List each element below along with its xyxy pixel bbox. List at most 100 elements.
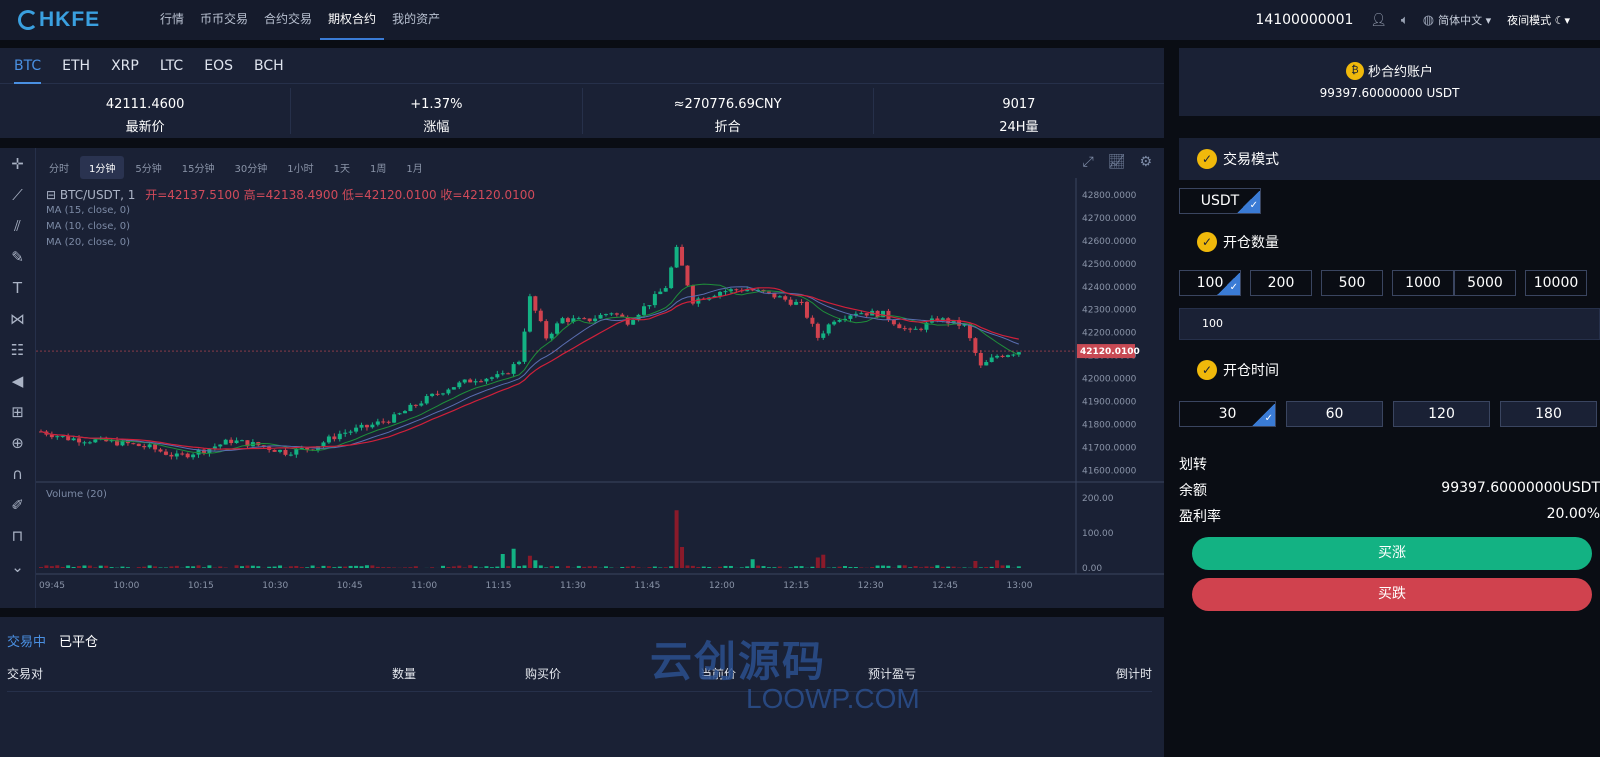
- text-icon[interactable]: T: [12, 278, 23, 297]
- time-option[interactable]: 120: [1393, 401, 1490, 427]
- candle-body: [652, 294, 657, 306]
- candle-body: [962, 324, 967, 326]
- user-phone[interactable]: 14100000001: [1255, 12, 1354, 28]
- volume-bar: [1000, 565, 1005, 568]
- interval-tab[interactable]: 分时: [49, 164, 69, 175]
- nav-spot[interactable]: 币币交易: [200, 12, 249, 26]
- candle-body: [582, 318, 587, 320]
- transfer-row[interactable]: 划转: [1179, 454, 1600, 474]
- candle-body: [522, 331, 527, 362]
- time-label: 开仓时间: [1223, 363, 1279, 379]
- speaker-icon[interactable]: 🔈︎: [1400, 12, 1409, 28]
- volume-bar: [484, 566, 489, 568]
- coin-tab-eos[interactable]: EOS: [204, 57, 233, 74]
- user-icon[interactable]: 👤︎: [1370, 12, 1387, 28]
- time-option[interactable]: 30: [1179, 401, 1276, 427]
- volume-bar: [278, 565, 283, 568]
- qty-option[interactable]: 100: [1179, 270, 1241, 296]
- interval-tab[interactable]: 15分钟: [181, 164, 215, 175]
- buy-down-button[interactable]: 买跌: [1192, 578, 1592, 611]
- candle-body: [60, 435, 65, 437]
- qty-option[interactable]: 10000: [1525, 270, 1587, 296]
- qty-option[interactable]: 5000: [1454, 270, 1516, 296]
- crosshair-icon[interactable]: ✛: [11, 154, 24, 173]
- candle-body: [631, 320, 636, 325]
- candle-body: [158, 449, 163, 452]
- check-icon: ✓: [1197, 360, 1217, 380]
- stat-value: ≈270776.69CNY: [673, 97, 782, 112]
- currency-usdt[interactable]: USDT: [1179, 188, 1261, 214]
- candle-body: [625, 317, 630, 325]
- zoom-in-icon[interactable]: ⊕: [11, 433, 24, 452]
- nav-market[interactable]: 行情: [160, 12, 185, 26]
- nav-assets[interactable]: 我的资产: [392, 12, 441, 26]
- interval-tab[interactable]: 1周: [369, 164, 387, 175]
- interval-tab[interactable]: 1天: [333, 164, 350, 175]
- coin-tab-btc[interactable]: BTC: [14, 48, 42, 84]
- volume-bar: [234, 565, 239, 568]
- night-mode-toggle[interactable]: 夜间模式 ☾▾: [1507, 12, 1570, 28]
- coin-tab-xrp[interactable]: XRP: [111, 57, 139, 74]
- pattern-icon[interactable]: ⋈: [10, 309, 25, 328]
- price-chart[interactable]: 42800.0000 42700.0000 42600.0000 42500.0000…: [36, 148, 1164, 608]
- coin-tab-bch[interactable]: BCH: [253, 57, 284, 74]
- language-select[interactable]: 简体中文 ▾: [1438, 14, 1492, 27]
- back-arrow-icon[interactable]: ◀: [11, 371, 24, 390]
- qty-option[interactable]: 1000: [1392, 270, 1454, 296]
- candle-body: [549, 333, 554, 339]
- volume-bar: [104, 565, 109, 568]
- pencil-lock-icon[interactable]: ✐: [11, 495, 24, 514]
- candle-body: [680, 246, 685, 266]
- candle-body: [674, 246, 679, 268]
- lock-icon[interactable]: ⊓: [11, 526, 24, 545]
- ruler-icon[interactable]: ☷: [10, 340, 25, 359]
- qty-option[interactable]: 200: [1250, 270, 1312, 296]
- qty-input[interactable]: 100: [1179, 308, 1600, 340]
- transfer-label[interactable]: 划转: [1179, 457, 1207, 473]
- qty-option[interactable]: 500: [1321, 270, 1383, 296]
- x-tick-label: 13:00: [1007, 581, 1033, 591]
- volume-bar: [337, 566, 342, 568]
- trend-line-icon[interactable]: ⟋: [12, 185, 23, 204]
- magnet-icon[interactable]: ∩: [12, 464, 23, 483]
- coin-tab-eth[interactable]: ETH: [62, 57, 91, 74]
- candle-body: [348, 431, 353, 433]
- volume-bar: [321, 565, 326, 568]
- interval-tab[interactable]: 30分钟: [234, 164, 268, 175]
- gear-icon[interactable]: ⚙: [1139, 154, 1152, 170]
- volume-bar: [848, 567, 853, 568]
- buy-up-button[interactable]: 买涨: [1192, 537, 1592, 570]
- nav-contract[interactable]: 合约交易: [264, 12, 313, 26]
- interval-tab[interactable]: 1小时: [287, 164, 314, 175]
- measure-icon[interactable]: ⊞: [11, 402, 24, 421]
- interval-tab[interactable]: 1月: [406, 164, 423, 175]
- volume-bar: [191, 566, 196, 568]
- volume-bar: [913, 566, 918, 568]
- nav-options[interactable]: 期权合约: [320, 0, 385, 40]
- volume-bar: [593, 566, 598, 568]
- balance-row: 余额 99397.60000000USDT: [1179, 480, 1600, 500]
- time-option[interactable]: 180: [1500, 401, 1597, 427]
- market-panel: BTC ETH XRP LTC EOS BCH 42111.4600 最新价 +1…: [0, 48, 1164, 757]
- logo[interactable]: HKFE: [18, 8, 128, 32]
- fib-icon[interactable]: ⫽: [14, 216, 21, 235]
- tab-trading[interactable]: 交易中: [7, 635, 47, 650]
- volume-bar: [929, 566, 934, 568]
- volume-bar: [218, 566, 223, 568]
- indicators-icon[interactable]: 📈︎: [1107, 154, 1126, 170]
- interval-tab[interactable]: 5分钟: [135, 164, 162, 175]
- time-option[interactable]: 60: [1286, 401, 1383, 427]
- volume-bar: [185, 566, 190, 568]
- candle-body: [87, 442, 92, 444]
- candle-body: [468, 379, 473, 383]
- fullscreen-icon[interactable]: ⤢: [1082, 154, 1094, 170]
- coin-tab-ltc[interactable]: LTC: [159, 57, 184, 74]
- stat-cny: ≈270776.69CNY 折合: [583, 88, 874, 135]
- tab-closed[interactable]: 已平仓: [59, 635, 99, 650]
- volume-bar: [354, 565, 359, 568]
- candle-body: [408, 404, 413, 412]
- chevron-down-icon[interactable]: ⌄: [11, 557, 24, 576]
- interval-tab[interactable]: 1分钟: [80, 156, 125, 179]
- chart-legend: ⊟ BTC/USDT, 1 开=42137.5100 高=42138.4900 …: [46, 186, 535, 203]
- brush-icon[interactable]: ✎: [11, 247, 24, 266]
